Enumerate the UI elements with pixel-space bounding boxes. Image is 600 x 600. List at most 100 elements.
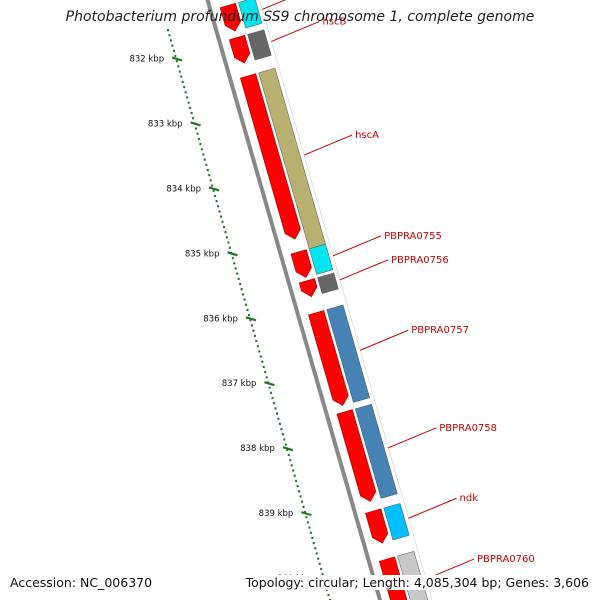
gc-skew-dot: [172, 49, 175, 52]
tick-mark: [300, 511, 312, 517]
gc-skew-dot: [231, 257, 234, 260]
gc-skew-dot: [208, 174, 211, 177]
gc-skew-dot: [243, 298, 246, 301]
gc-skew-dot: [211, 184, 214, 187]
gc-skew-dot: [311, 536, 314, 540]
cds-feature: [365, 508, 389, 544]
gc-skew-dot: [271, 396, 274, 400]
gc-skew-dot: [308, 526, 311, 529]
tick-label: 835 kbp: [185, 249, 220, 259]
tick-label: 838 kbp: [240, 444, 275, 454]
gc-skew-dot: [264, 371, 267, 374]
gc-skew-dot: [196, 132, 199, 135]
gc-skew-dot: [197, 137, 200, 141]
gene-block: [354, 403, 398, 499]
tick-label: 839 kbp: [259, 509, 294, 519]
gc-skew-dot: [289, 459, 292, 462]
gc-skew-dot: [309, 531, 312, 534]
gc-skew-dot: [321, 573, 324, 576]
gc-skew-dot: [192, 117, 195, 120]
gc-skew-dot: [242, 293, 245, 296]
gc-skew-dot: [301, 500, 304, 503]
gc-skew-dot: [217, 205, 220, 208]
backbone-line: [205, 0, 383, 600]
cds-feature: [308, 310, 349, 406]
gene-block: [326, 304, 371, 403]
gc-skew-dot: [221, 220, 224, 223]
gc-skew-dot: [175, 60, 178, 63]
gc-skew-dot: [215, 200, 218, 203]
gc-skew-dot: [290, 464, 293, 467]
gc-skew-dot: [299, 495, 302, 498]
gc-skew-dot: [205, 163, 208, 166]
gc-skew-dot: [169, 39, 172, 42]
gc-skew-dot: [181, 80, 184, 84]
gc-skew-dot: [239, 282, 242, 286]
gc-skew-dot: [214, 194, 217, 198]
gc-skew-dot: [234, 267, 237, 270]
gene-label: PBPRA0758: [439, 423, 497, 434]
genome-summary-text: Topology: circular; Length: 4,085,304 bp…: [243, 575, 591, 590]
gc-skew-dot: [320, 567, 323, 571]
map-title: Photobacterium profundum SS9 chromosome …: [65, 9, 535, 25]
gc-skew-dot: [278, 422, 281, 426]
gc-skew-dot: [245, 303, 248, 306]
cds-feature: [290, 249, 312, 278]
tick-mark: [171, 56, 183, 62]
tick-label: 832 kbp: [129, 55, 164, 65]
gc-skew-dot: [296, 485, 299, 488]
cds-feature: [228, 34, 251, 64]
tick-label: 833 kbp: [148, 119, 183, 129]
gc-skew-dot: [236, 272, 239, 275]
label-leader-line: [360, 329, 409, 351]
gc-skew-dot: [268, 386, 271, 389]
gc-skew-dot: [225, 236, 228, 239]
tick-mark: [282, 446, 294, 452]
gc-skew-dot: [184, 91, 187, 94]
gc-skew-dot: [177, 65, 180, 68]
tick-mark: [190, 121, 201, 127]
tick-label: 837 kbp: [222, 379, 257, 389]
gene-block: [308, 243, 334, 275]
cds-feature: [336, 409, 377, 502]
gc-skew-dot: [202, 153, 205, 156]
gene-block: [238, 0, 263, 29]
gc-skew-dot: [315, 552, 318, 555]
gc-skew-dot: [252, 329, 255, 332]
gene-label: hscB: [322, 16, 346, 27]
gc-skew-dot: [277, 417, 280, 420]
tick-mark: [227, 251, 238, 257]
gc-skew-dot: [292, 469, 295, 472]
gc-skew-dot: [174, 54, 177, 58]
label-leader-line: [388, 427, 437, 449]
gc-skew-dot: [189, 106, 192, 109]
gc-skew-dot: [259, 355, 262, 358]
gc-skew-dot: [171, 44, 174, 47]
gc-skew-dot: [283, 438, 286, 441]
gc-skew-dot: [265, 376, 268, 379]
label-leader-line: [262, 0, 287, 10]
gene-label: PBPRA0757: [411, 325, 469, 336]
gc-skew-dot: [274, 407, 277, 410]
gene-block: [317, 272, 339, 294]
tick-mark: [208, 186, 220, 192]
gc-skew-dot: [306, 521, 309, 524]
gc-skew-dot: [317, 557, 320, 560]
gc-skew-dot: [183, 86, 186, 89]
gc-skew-dot: [253, 334, 256, 337]
label-leader-line: [332, 235, 382, 257]
tick-mark: [264, 381, 275, 387]
gc-skew-dot: [305, 516, 308, 519]
gc-skew-dot: [246, 308, 249, 312]
gc-skew-dot: [312, 542, 315, 545]
gc-skew-dot: [302, 505, 305, 508]
cds-feature: [219, 2, 241, 32]
gc-skew-dot: [255, 339, 258, 343]
gc-skew-dot: [240, 288, 243, 291]
gene-label: ndk: [460, 493, 479, 504]
label-leader-line: [271, 20, 320, 42]
gc-skew-dot: [218, 210, 221, 213]
gc-skew-dot: [187, 101, 190, 104]
gc-skew-dot: [224, 231, 227, 234]
